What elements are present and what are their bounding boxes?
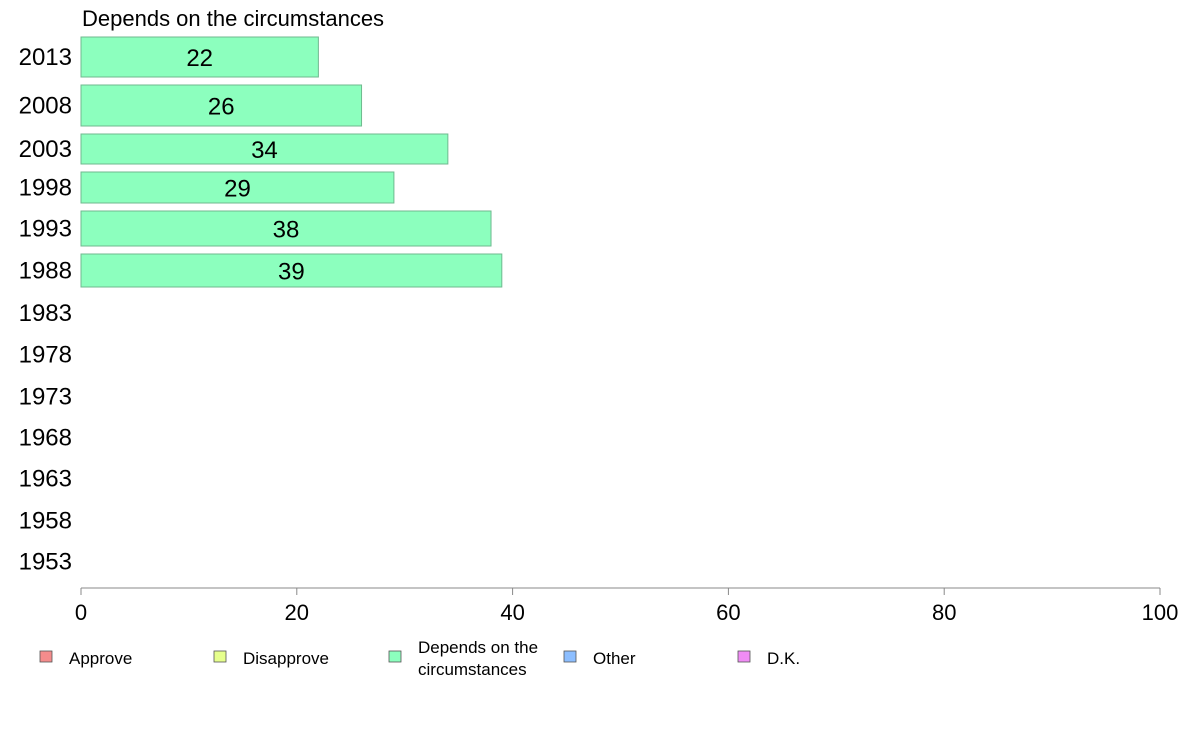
bar-1998 (80, 171, 395, 204)
year-label-1968: 1968 (19, 425, 72, 452)
legend-label-0: Approve (69, 649, 132, 668)
bar-2013 (80, 36, 319, 78)
legend-label-2: Depends on the circumstances (418, 638, 538, 679)
x-tick-label-100: 100 (1142, 600, 1179, 625)
legend-label-3: Other (593, 649, 636, 668)
year-label-1973: 1973 (19, 384, 72, 411)
bar-value-label-1988: 39 (278, 259, 305, 286)
bar-1993 (80, 210, 492, 247)
year-label-1998: 1998 (19, 175, 72, 202)
legend-swatch-2 (388, 650, 402, 663)
legend: Approve Disapprove Depends on the circumsta… (39, 638, 800, 679)
legend-swatch-1 (213, 650, 227, 663)
year-label-1983: 1983 (19, 300, 72, 327)
year-label-2008: 2008 (19, 93, 72, 120)
legend-label-1: Disapprove (243, 649, 329, 668)
year-label-1953: 1953 (19, 549, 72, 576)
x-tick-label-60: 60 (716, 600, 740, 625)
x-tick-label-80: 80 (932, 600, 956, 625)
year-label-1958: 1958 (19, 508, 72, 535)
legend-swatch-0 (39, 650, 53, 663)
year-label-1993: 1993 (19, 216, 72, 243)
bar-2008 (80, 84, 363, 127)
year-label-1963: 1963 (19, 466, 72, 493)
year-label-2013: 2013 (19, 44, 72, 71)
x-tick-label-40: 40 (500, 600, 524, 625)
bar-value-label-2003: 34 (251, 137, 278, 164)
x-tick-label-20: 20 (285, 600, 309, 625)
year-label-2003: 2003 (19, 136, 72, 163)
bar-value-label-1993: 38 (273, 217, 300, 244)
year-label-1978: 1978 (19, 342, 72, 369)
x-tick-label-0: 0 (75, 600, 87, 625)
year-label-1988: 1988 (19, 258, 72, 285)
legend-swatch-3 (563, 650, 577, 663)
x-axis: 0 20 40 60 80 100 (75, 587, 1179, 625)
bar-1988 (80, 253, 503, 288)
chart-title: Depends on the circumstances (82, 6, 384, 31)
year-labels-group: 2013 2008 2003 1998 1993 1988 1983 1978 1973 1968… (19, 44, 72, 576)
bar-value-label-2013: 22 (186, 45, 213, 72)
legend-label-4: D.K. (767, 649, 800, 668)
bar-value-label-1998: 29 (224, 176, 251, 203)
legend-swatch-4 (737, 650, 751, 663)
bar-value-label-2008: 26 (208, 94, 235, 121)
bar-2003 (80, 133, 449, 165)
